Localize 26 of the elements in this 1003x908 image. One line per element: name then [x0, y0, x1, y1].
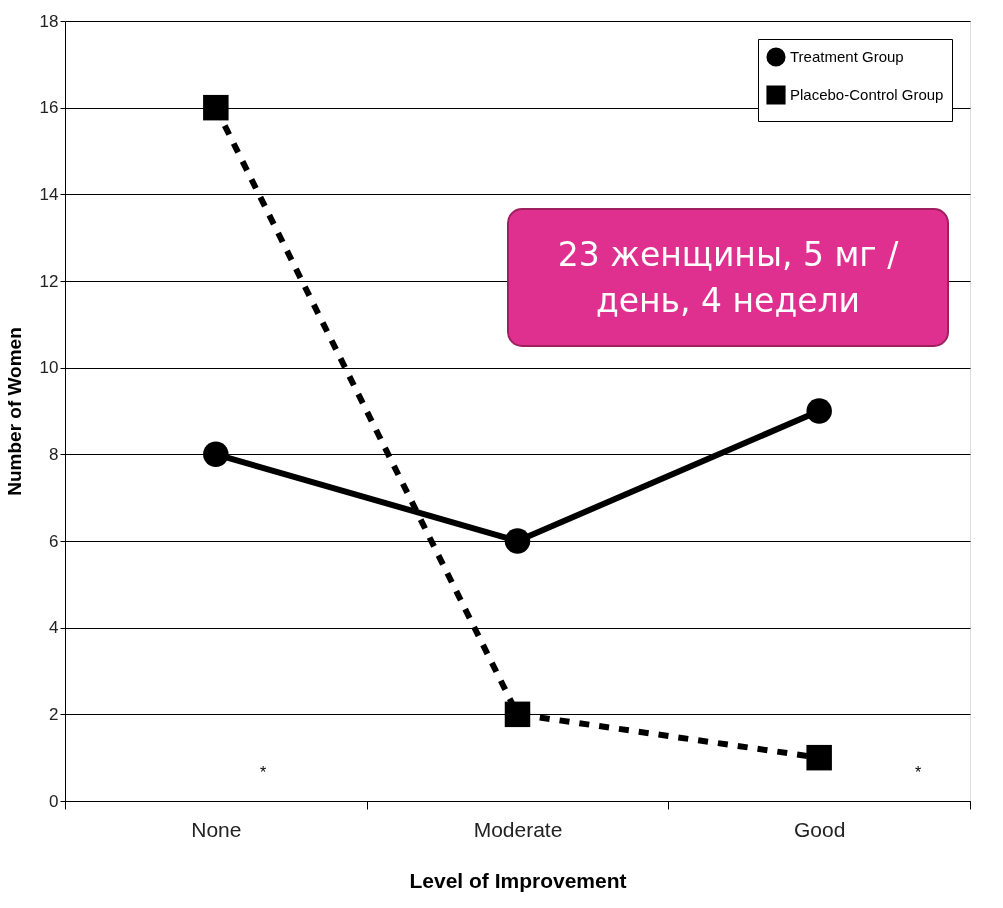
x-tick-label: None: [191, 817, 242, 841]
y-tick-label: 0: [49, 791, 59, 811]
point: [203, 94, 229, 121]
annotation: *: [914, 764, 922, 781]
point: [504, 701, 531, 728]
point: [806, 398, 832, 424]
y-tick-label: 12: [39, 271, 59, 291]
y-tick-label: 6: [49, 531, 59, 551]
legend-label: Placebo-Control Group: [790, 86, 944, 103]
y-tick-label: 10: [39, 358, 59, 378]
y-tick-label: 4: [49, 618, 59, 638]
x-tick-label: Good: [793, 817, 846, 841]
y-tick-label: 16: [39, 98, 59, 118]
y-tick-label: 18: [39, 11, 59, 31]
annotation: *: [259, 764, 267, 781]
y-tick-label: 14: [39, 184, 59, 204]
point: [504, 528, 531, 554]
annotation: 23 женщины, 5 мг / день, 4 недели: [557, 235, 900, 320]
x-tick-label: Moderate: [473, 817, 563, 841]
legend-label: Treatment Group: [790, 48, 904, 65]
point: [806, 744, 832, 771]
y-tick-label: 8: [49, 444, 59, 464]
y-axis-title: Number of Women: [3, 327, 25, 496]
x-axis-title: Level of Improvement: [409, 868, 627, 892]
y-tick-label: 2: [49, 704, 59, 724]
point: [203, 441, 229, 468]
